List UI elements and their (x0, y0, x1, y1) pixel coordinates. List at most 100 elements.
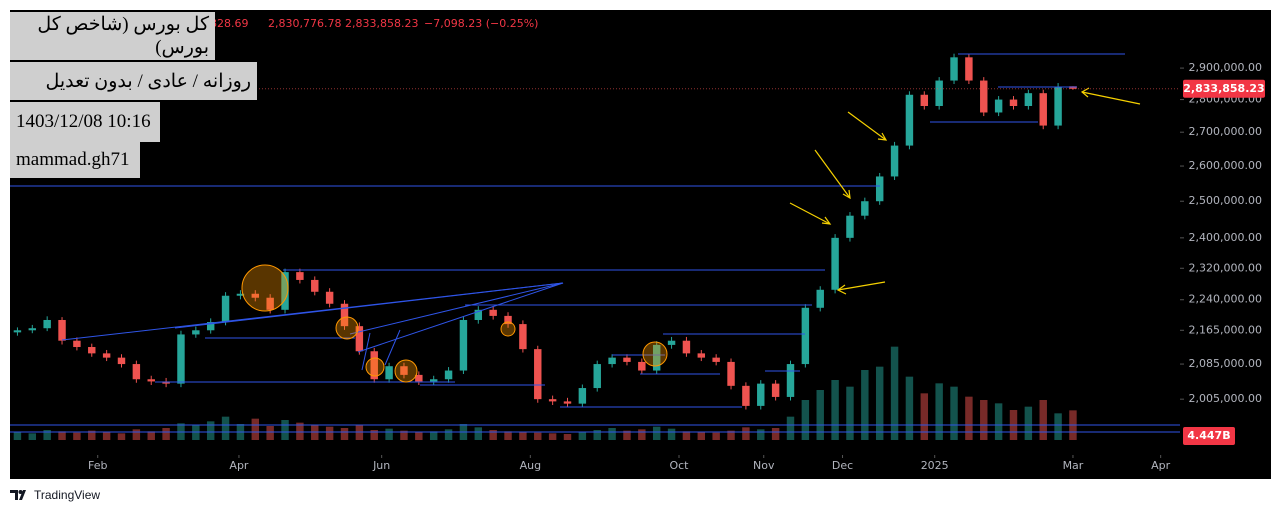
x-tick-label: Feb (88, 459, 107, 472)
y-tick-label: 2,500,000.00 (1189, 194, 1262, 207)
candle-body (489, 309, 497, 316)
candle-body (400, 366, 408, 375)
volume-bar (563, 434, 572, 440)
volume-bar (667, 428, 676, 440)
candle-body (846, 215, 854, 238)
candle-body (861, 201, 869, 216)
candle-body (965, 57, 973, 81)
volume-bar (742, 427, 750, 440)
candle-body (429, 379, 438, 382)
candle-body (355, 326, 364, 352)
brand: TradingView (34, 488, 101, 502)
volume-bar (102, 432, 111, 440)
candle-body (415, 374, 423, 382)
candle-body (73, 340, 81, 348)
volume-bar (786, 416, 795, 440)
volume-bar (251, 418, 260, 440)
candle-body (578, 388, 587, 404)
volume-bar (905, 376, 914, 440)
candle-body (459, 319, 468, 371)
volume-bar (608, 428, 616, 440)
candle-body (890, 145, 899, 177)
candle-body (816, 289, 824, 308)
volume-bar (28, 433, 37, 440)
volume-bar (221, 416, 230, 440)
candle-body (801, 307, 810, 365)
candle-body (875, 176, 884, 202)
volume-bar (965, 396, 973, 440)
candle-body (563, 401, 572, 404)
candle-body (950, 57, 958, 81)
x-tick-label: 2025 (921, 459, 949, 472)
volume-bar (935, 383, 943, 440)
volume-bar (890, 346, 899, 440)
candle-body (266, 297, 274, 310)
last-price-label: 2,833,858.23 (1183, 82, 1264, 95)
candle-body (162, 381, 170, 384)
candle-body (370, 351, 378, 380)
volume-bar (682, 431, 691, 440)
volume-bar (980, 400, 988, 440)
volume-bar (370, 430, 378, 440)
y-tick-label: 2,085,000.00 (1189, 357, 1262, 370)
candle-body (652, 344, 661, 371)
candle-body (831, 237, 839, 290)
candle-body (935, 80, 943, 106)
candle-body (980, 80, 988, 113)
volume-bar (13, 432, 22, 440)
candle-body (251, 293, 260, 298)
volume-bar (266, 426, 274, 440)
ohlc-value: 2,833,858.23 (345, 17, 418, 30)
candle-body (920, 94, 929, 106)
volume-bar (950, 386, 958, 440)
volume-last-label: 4.447B (1187, 429, 1230, 442)
candle-body (712, 357, 720, 362)
candle-body (117, 357, 126, 365)
candle-body (727, 361, 735, 386)
volume-bar (697, 432, 706, 440)
y-tick-label: 2,005,000.00 (1189, 392, 1262, 405)
volume-bar (1039, 400, 1047, 440)
volume-bar (489, 430, 497, 440)
volume-bar (355, 425, 364, 440)
candle-body (102, 353, 111, 358)
x-tick-label: Mar (1063, 459, 1084, 472)
candle-body (608, 357, 616, 365)
candle-body (697, 353, 706, 358)
x-tick-label: Dec (832, 459, 853, 472)
x-tick-label: Apr (229, 459, 249, 472)
candle-body (593, 364, 601, 389)
volume-bar (504, 431, 512, 440)
volume-bar (1054, 413, 1062, 440)
volume-bar (727, 430, 735, 440)
volume-bar (920, 393, 929, 440)
volume-bar (846, 386, 854, 440)
volume-bar (192, 425, 200, 440)
candle-body (1009, 99, 1018, 106)
watermark-interval: روزانه / عادی / بدون تعدیل (10, 62, 257, 100)
candle-body (311, 279, 319, 292)
candle-body (236, 293, 245, 296)
candle-body (771, 383, 780, 397)
volume-bar (994, 403, 1003, 440)
volume-bar (474, 427, 483, 440)
y-tick-label: 2,320,000.00 (1189, 261, 1262, 274)
watermark-user: mammad.gh71 (10, 142, 140, 178)
candle-body (548, 399, 557, 402)
volume-bar (206, 421, 215, 440)
candle-body (905, 94, 914, 146)
volume-bar (385, 428, 393, 440)
volume-bar (58, 431, 66, 440)
volume-bar (117, 433, 126, 440)
last-price-box (1183, 79, 1265, 98)
candle-body (682, 340, 691, 354)
candle-body (296, 272, 304, 280)
volume-bar (340, 428, 349, 440)
volume-bar (132, 429, 141, 440)
x-tick-label: Apr (1151, 459, 1171, 472)
plot (13, 53, 1184, 458)
candle-body (1054, 86, 1062, 126)
volume-bar (623, 430, 631, 440)
x-tick-label: Jun (372, 459, 390, 472)
